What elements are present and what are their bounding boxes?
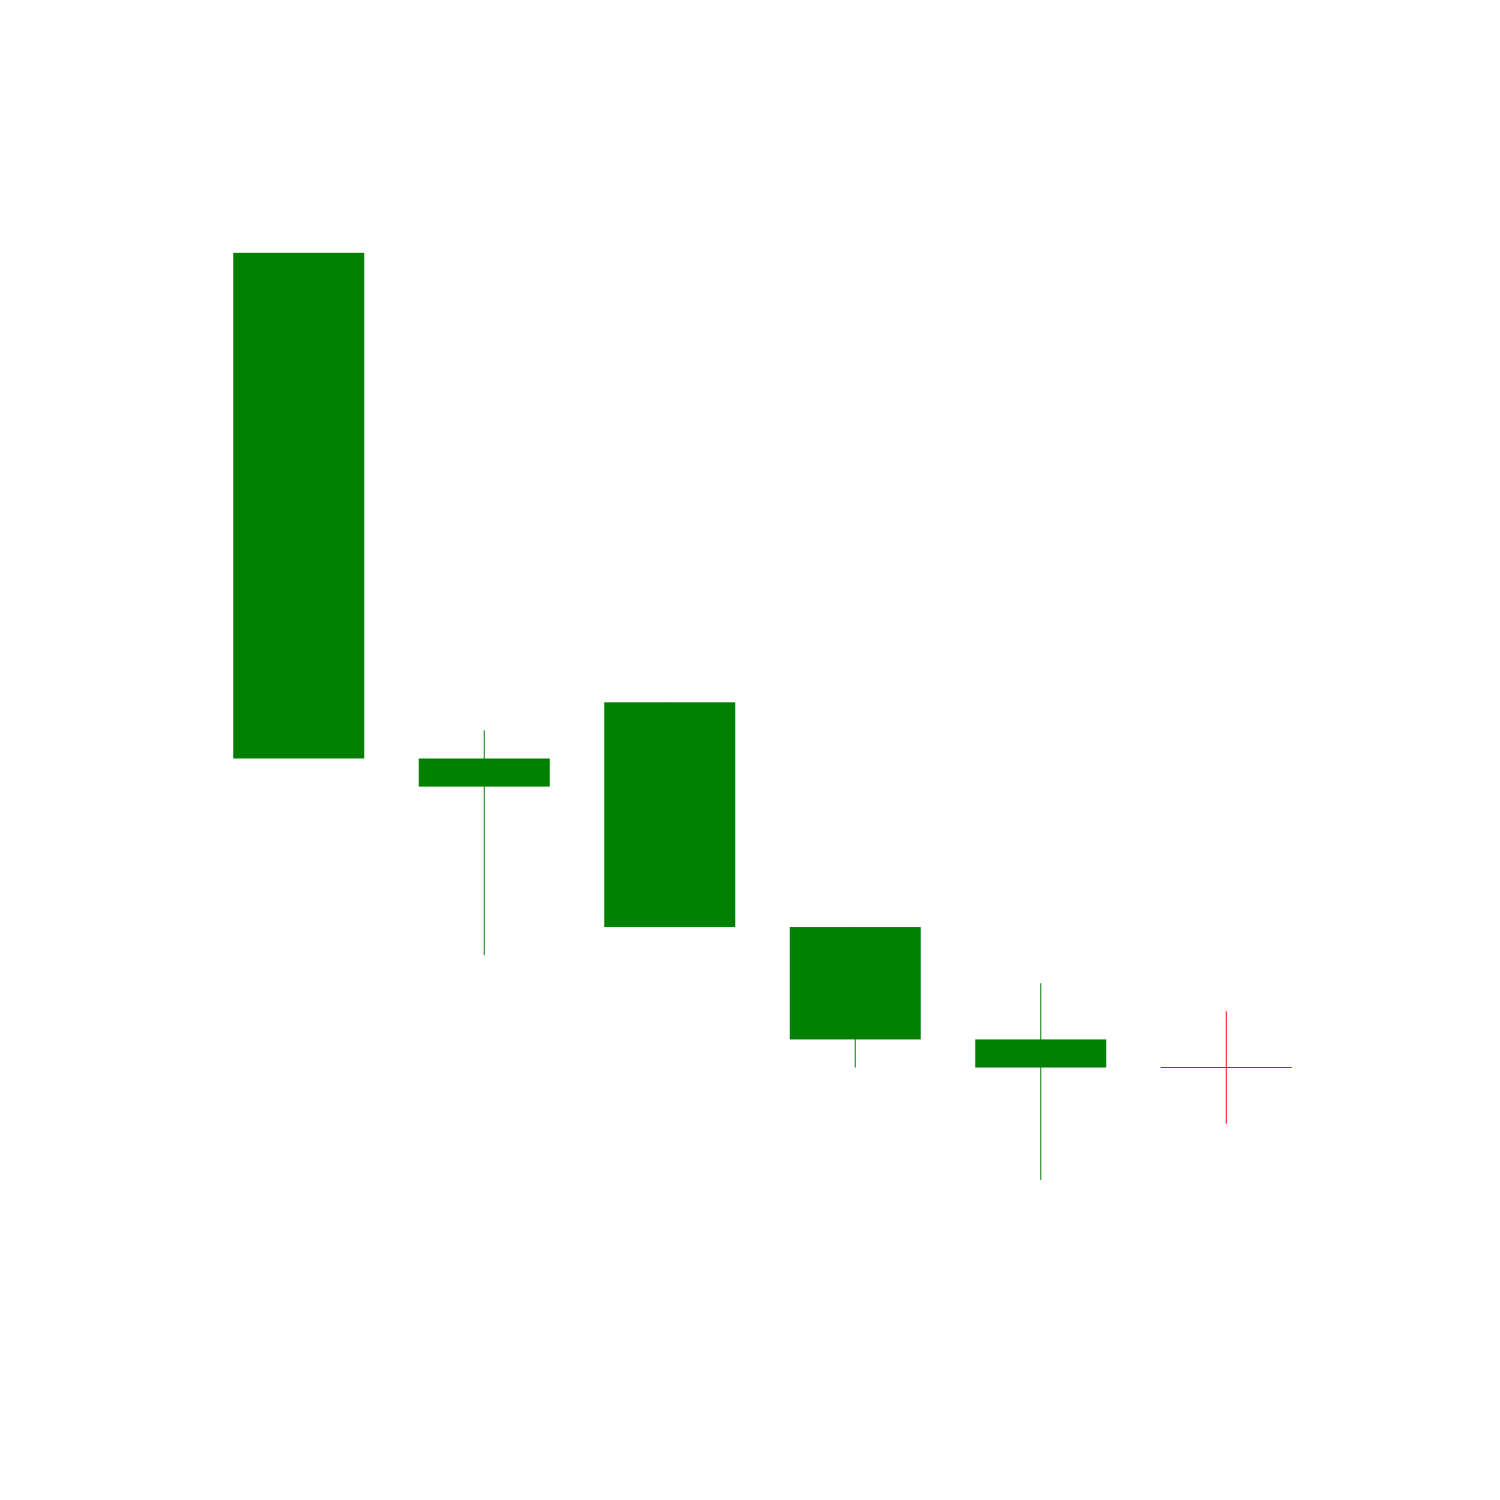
candle-body-0 — [233, 252, 365, 759]
candle-body-1 — [418, 758, 550, 787]
candle-body-2 — [604, 702, 736, 928]
candle-body-4 — [975, 1039, 1107, 1068]
candle-body-3 — [789, 927, 921, 1040]
